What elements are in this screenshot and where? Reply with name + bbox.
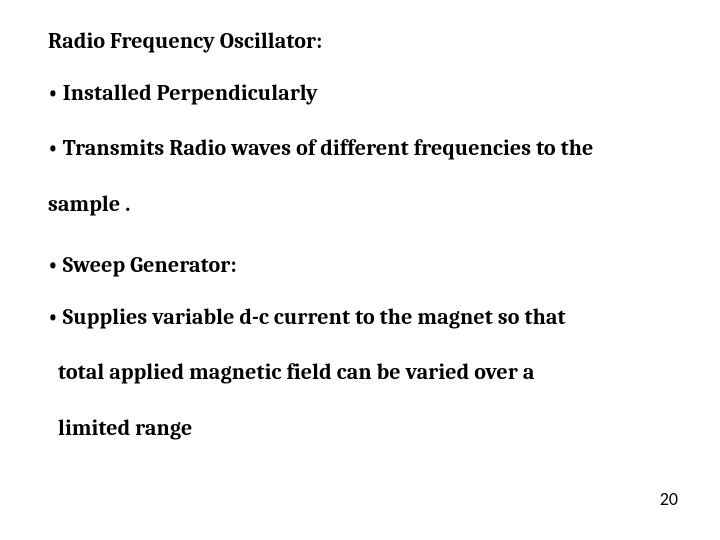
bullet-supplies-cont1: total applied magnetic field can be vari… bbox=[48, 359, 672, 387]
heading: Radio Frequency Oscillator: bbox=[48, 28, 672, 56]
bullet-supplies: Supplies variable d-c current to the mag… bbox=[48, 304, 672, 332]
slide: Radio Frequency Oscillator: Installed Pe… bbox=[0, 0, 720, 540]
bullet-transmits-cont: sample . bbox=[48, 191, 672, 219]
bullet-transmits: Transmits Radio waves of different frequ… bbox=[48, 135, 672, 163]
bullet-supplies-cont2: limited range bbox=[48, 415, 672, 443]
bullet-sweep-generator: Sweep Generator: bbox=[48, 252, 672, 280]
bullet-installed: Installed Perpendicularly bbox=[48, 80, 672, 108]
page-number: 20 bbox=[660, 488, 678, 510]
